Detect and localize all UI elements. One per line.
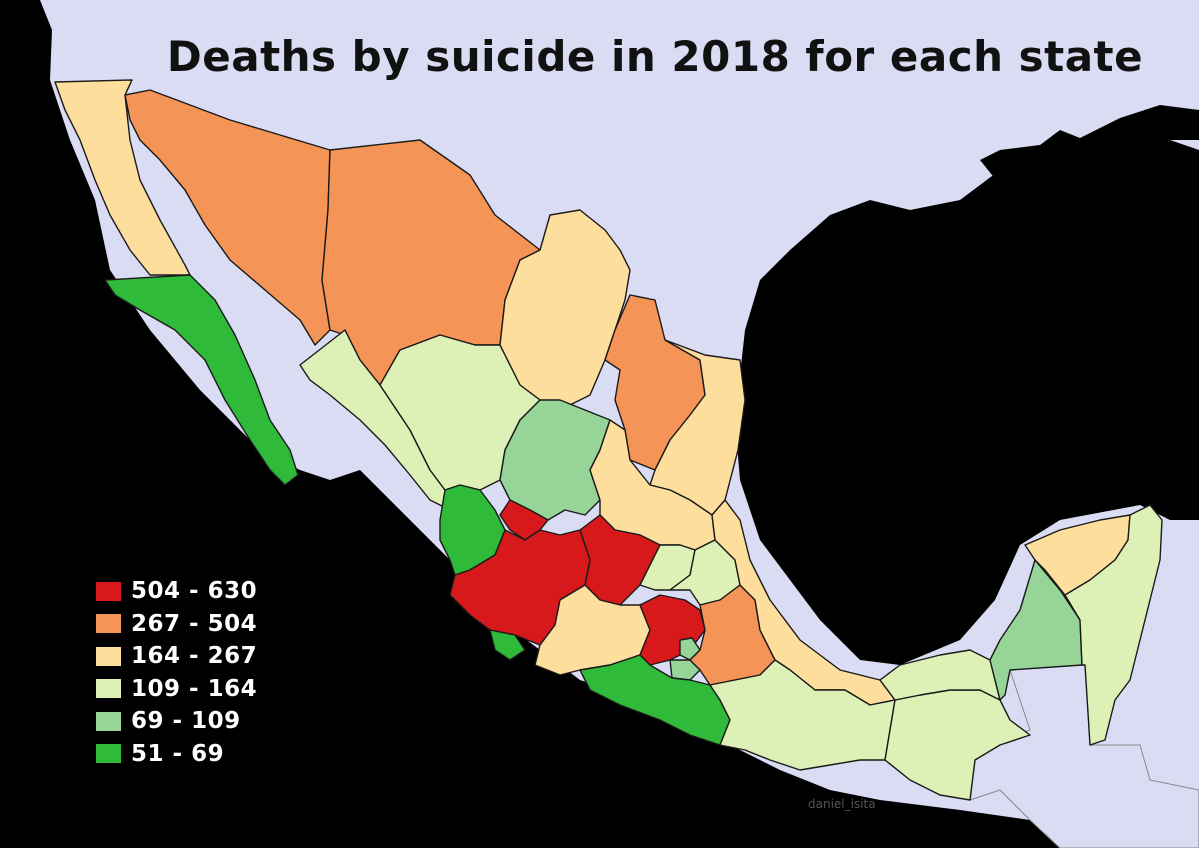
state-quintana-roo xyxy=(1064,504,1163,746)
state-morelos xyxy=(669,659,701,681)
legend-item: 109 - 164 xyxy=(96,673,257,706)
legend-label: 164 - 267 xyxy=(131,643,258,670)
legend-label: 69 - 109 xyxy=(131,708,241,735)
map-title: Deaths by suicide in 2018 for each state xyxy=(166,32,1144,81)
state-sonora xyxy=(124,89,331,346)
legend-swatch-3 xyxy=(96,646,121,666)
state-zacatecas xyxy=(499,399,611,521)
legend-swatch-6 xyxy=(96,744,121,764)
legend-swatch-2 xyxy=(96,614,121,634)
state-coahuila xyxy=(499,209,631,411)
pacific-background xyxy=(0,0,1060,848)
legend-label: 109 - 164 xyxy=(131,675,258,702)
state-baja-california-sur xyxy=(104,274,299,486)
legend-label: 51 - 69 xyxy=(131,740,225,767)
legend-item: 504 - 630 xyxy=(96,575,257,608)
legend-swatch-5 xyxy=(96,711,121,731)
legend-item: 69 - 109 xyxy=(96,705,257,738)
legend-label: 267 - 504 xyxy=(131,610,258,637)
state-colima xyxy=(489,629,526,661)
us-land xyxy=(980,105,1199,185)
legend-item: 267 - 504 xyxy=(96,608,257,641)
legend-swatch-1 xyxy=(96,581,121,601)
legend: 504 - 630 267 - 504 164 - 267 109 - 164 … xyxy=(96,575,257,770)
legend-item: 164 - 267 xyxy=(96,640,257,673)
legend-swatch-4 xyxy=(96,679,121,699)
legend-item: 51 - 69 xyxy=(96,738,257,771)
gulf-shape xyxy=(735,110,1199,665)
watermark: daniel_isita xyxy=(808,797,876,811)
legend-label: 504 - 630 xyxy=(131,578,258,605)
